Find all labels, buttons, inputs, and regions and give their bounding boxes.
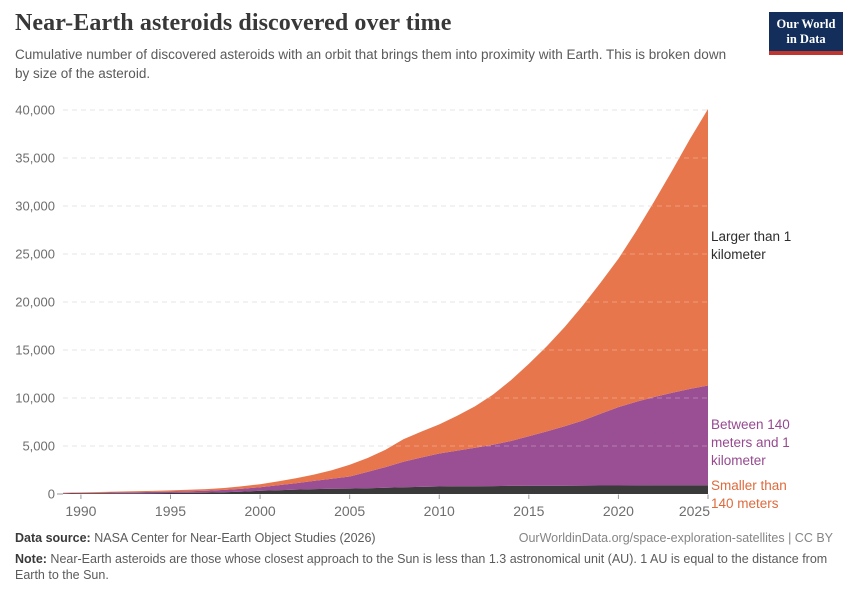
chart-note: Note: Near-Earth asteroids are those who… bbox=[15, 551, 833, 584]
y-axis-label-0: 0 bbox=[48, 487, 55, 502]
series-label-between-140-meters-and-1-kilometer: Between 140 meters and 1 kilometer bbox=[711, 417, 790, 468]
owid-logo-line2: in Data bbox=[786, 31, 826, 46]
y-axis-label-30000: 30,000 bbox=[15, 199, 55, 214]
x-axis-label-2000: 2000 bbox=[245, 503, 276, 519]
y-axis-label-10000: 10,000 bbox=[15, 391, 55, 406]
area-between-140-meters-and-1-kilometer[interactable] bbox=[63, 385, 708, 494]
x-axis-label-2005: 2005 bbox=[334, 503, 365, 519]
y-axis-label-15000: 15,000 bbox=[15, 343, 55, 358]
note-label: Note: bbox=[15, 552, 47, 566]
x-axis-label-2010: 2010 bbox=[424, 503, 455, 519]
x-axis-label-2020: 2020 bbox=[603, 503, 634, 519]
data-source: Data source: NASA Center for Near-Earth … bbox=[15, 531, 376, 545]
owid-url-link[interactable]: OurWorldinData.org/space-exploration-sat… bbox=[518, 531, 833, 545]
series-label-larger-than-1-kilometer: Smaller than 140 meters bbox=[711, 478, 787, 511]
chart-subtitle: Cumulative number of discovered asteroid… bbox=[15, 47, 727, 81]
y-axis-label-40000: 40,000 bbox=[15, 103, 55, 118]
owid-logo[interactable]: Our World in Data bbox=[769, 12, 843, 55]
area-smaller-than-140-meters[interactable] bbox=[63, 109, 708, 494]
note-value: Near-Earth asteroids are those whose clo… bbox=[15, 552, 828, 583]
y-axis-label-35000: 35,000 bbox=[15, 151, 55, 166]
x-axis-label-1995: 1995 bbox=[155, 503, 186, 519]
data-source-value: NASA Center for Near-Earth Object Studie… bbox=[90, 531, 376, 545]
chart-footer: Data source: NASA Center for Near-Earth … bbox=[15, 531, 833, 584]
y-axis-label-25000: 25,000 bbox=[15, 247, 55, 262]
owid-logo-line1: Our World bbox=[776, 17, 836, 31]
x-axis-label-1990: 1990 bbox=[65, 503, 96, 519]
x-axis-label-2025: 2025 bbox=[679, 503, 710, 519]
x-axis-label-2015: 2015 bbox=[513, 503, 544, 519]
series-label-smaller-than-140-meters: Larger than 1 kilometer bbox=[711, 229, 792, 262]
y-axis-label-20000: 20,000 bbox=[15, 295, 55, 310]
page-title: Near-Earth asteroids discovered over tim… bbox=[15, 10, 452, 36]
data-source-label: Data source: bbox=[15, 531, 91, 545]
y-axis-label-5000: 5,000 bbox=[22, 439, 55, 454]
chart-header: Near-Earth asteroids discovered over tim… bbox=[15, 10, 755, 83]
area-larger-than-1-kilometer[interactable] bbox=[63, 485, 708, 494]
